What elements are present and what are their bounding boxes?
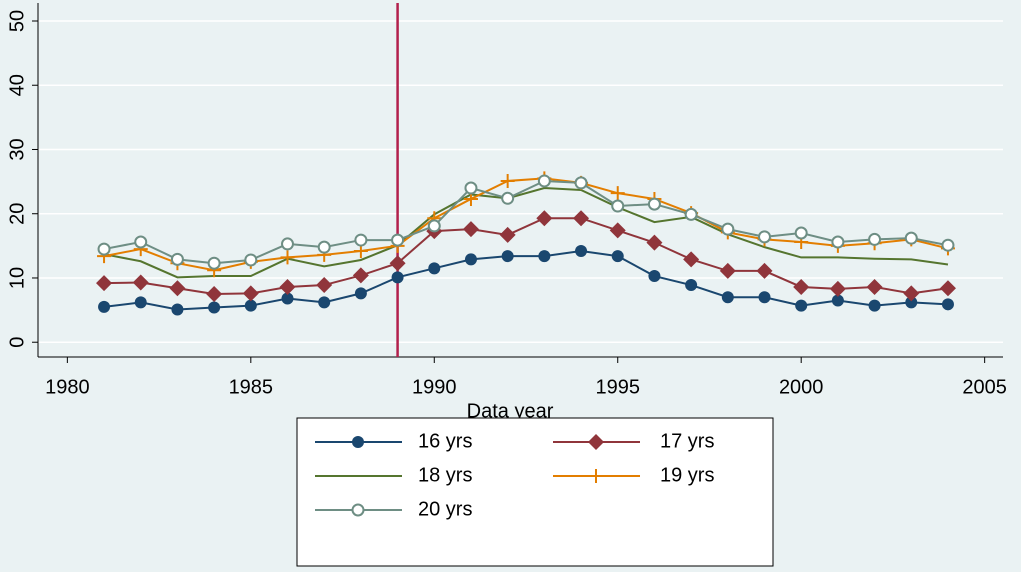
marker (281, 292, 294, 305)
marker (464, 181, 478, 195)
x-tick-label: 1980 (45, 376, 90, 398)
marker (794, 226, 808, 240)
y-tick-label: 0 (6, 337, 28, 348)
marker (683, 251, 700, 268)
marker (134, 235, 148, 249)
x-tick-label: 1985 (229, 376, 274, 398)
x-axis-label: Data year (467, 400, 554, 422)
marker (647, 197, 661, 211)
marker (756, 262, 773, 279)
marker (648, 270, 661, 283)
marker (588, 434, 604, 450)
marker (611, 199, 625, 213)
marker (795, 299, 808, 312)
marker (427, 219, 441, 233)
marker (721, 291, 734, 304)
marker (868, 232, 882, 246)
marker (831, 235, 845, 249)
marker (685, 279, 698, 292)
marker (352, 436, 364, 448)
x-tick-label: 2005 (962, 376, 1007, 398)
y-tick-label: 10 (6, 267, 28, 289)
marker (501, 191, 515, 205)
marker (941, 298, 954, 311)
marker (903, 285, 920, 302)
marker (941, 238, 955, 252)
marker (242, 285, 259, 302)
marker (866, 278, 883, 295)
marker (207, 256, 221, 270)
series-line (103, 249, 949, 311)
marker (646, 234, 663, 251)
y-tick-label: 20 (6, 203, 28, 225)
y-tick-label: 50 (6, 10, 28, 32)
marker (610, 186, 625, 201)
marker (244, 299, 257, 312)
marker (281, 237, 295, 251)
marker (244, 253, 258, 267)
marker (389, 255, 406, 272)
marker (134, 296, 147, 309)
marker (758, 230, 772, 244)
marker (758, 291, 771, 304)
marker (132, 274, 149, 291)
marker (391, 233, 405, 247)
marker (97, 242, 111, 256)
marker (318, 296, 331, 309)
marker (684, 207, 698, 221)
marker (428, 262, 441, 275)
x-tick-label: 1995 (595, 376, 640, 398)
marker (793, 278, 810, 295)
marker (905, 296, 918, 309)
legend-label: 16 yrs (418, 430, 472, 452)
marker (536, 210, 553, 227)
marker (868, 299, 881, 312)
legend-label: 20 yrs (418, 498, 472, 520)
marker (719, 262, 736, 279)
marker (352, 267, 369, 284)
marker (464, 253, 477, 266)
x-tick-label: 2000 (779, 376, 824, 398)
marker (609, 222, 626, 239)
marker (279, 278, 296, 295)
marker (829, 280, 846, 297)
legend-label: 17 yrs (660, 430, 714, 452)
marker (98, 300, 111, 313)
marker (500, 173, 515, 188)
x-tick-label: 1990 (412, 376, 457, 398)
marker (208, 301, 221, 314)
marker (611, 250, 624, 263)
marker (904, 231, 918, 245)
marker (589, 469, 603, 483)
legend-label: 19 yrs (660, 464, 714, 486)
marker (831, 294, 844, 307)
marker (169, 280, 186, 297)
marker (171, 303, 184, 316)
marker (391, 271, 404, 284)
legend-label: 18 yrs (418, 464, 472, 486)
marker (316, 277, 333, 294)
marker (206, 286, 223, 303)
marker (462, 221, 479, 238)
marker (354, 287, 367, 300)
marker (280, 250, 295, 265)
marker (575, 244, 588, 257)
marker (354, 233, 368, 247)
marker (939, 280, 956, 297)
y-tick-label: 30 (6, 138, 28, 160)
marker (537, 174, 551, 188)
marker (351, 503, 365, 517)
marker (96, 275, 113, 292)
marker (501, 250, 514, 263)
marker (499, 226, 516, 243)
marker (573, 210, 590, 227)
marker (170, 252, 184, 266)
y-tick-label: 40 (6, 74, 28, 96)
series-line (103, 187, 949, 279)
marker (721, 222, 735, 236)
marker (574, 176, 588, 190)
marker (317, 240, 331, 254)
marker (538, 250, 551, 263)
